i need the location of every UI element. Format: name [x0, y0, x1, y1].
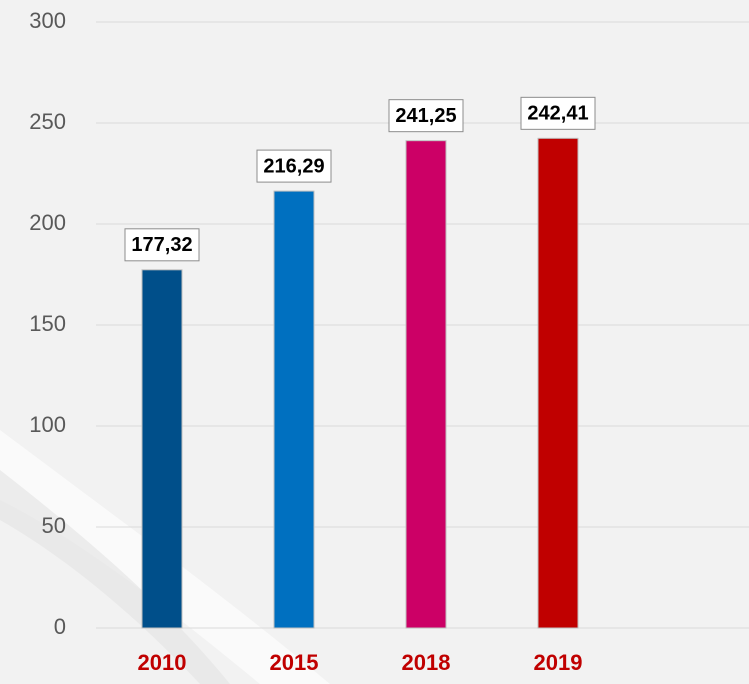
value-label-box [124, 228, 200, 262]
value-label: 241,25 [395, 105, 456, 127]
value-label-box [256, 149, 332, 183]
bar [537, 137, 579, 629]
x-tick-label: 2015 [270, 650, 319, 675]
bar [273, 190, 315, 629]
y-tick-label: 50 [42, 513, 66, 538]
background-swoosh [0, 470, 230, 684]
y-tick-label: 0 [54, 614, 66, 639]
x-tick-label: 2018 [402, 650, 451, 675]
value-label: 242,41 [527, 103, 588, 125]
x-tick-label: 2010 [138, 650, 187, 675]
x-tick-label: 2019 [534, 650, 583, 675]
y-tick-label: 100 [29, 412, 66, 437]
y-tick-label: 250 [29, 109, 66, 134]
bar [405, 140, 447, 629]
y-tick-label: 300 [29, 8, 66, 33]
value-label: 216,29 [263, 155, 324, 177]
value-label-box [388, 99, 464, 133]
value-label: 177,32 [131, 234, 192, 256]
y-tick-label: 200 [29, 210, 66, 235]
value-label-box [520, 96, 596, 130]
y-tick-label: 150 [29, 311, 66, 336]
bar [141, 269, 183, 629]
